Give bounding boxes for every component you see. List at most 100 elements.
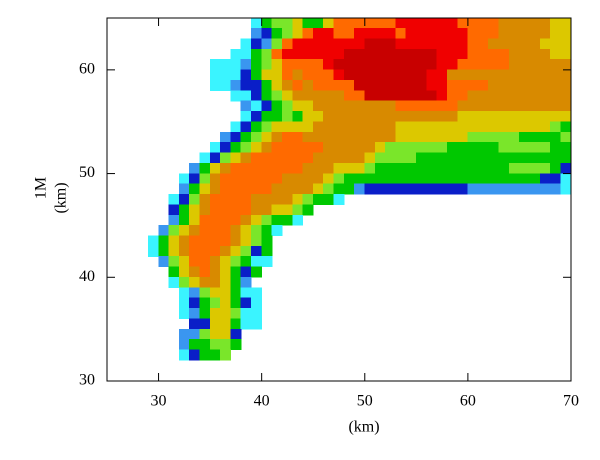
heat-cell [385,17,397,29]
heat-cell [374,142,386,154]
heatmap-cells [147,17,572,361]
y-axis-title: (km) [53,182,70,213]
heat-cell [385,100,397,112]
heat-cell [416,183,427,195]
heat-cell [230,287,242,299]
heat-cell [292,28,304,40]
heat-cell [240,276,252,288]
heat-cell [302,79,314,91]
heat-cell [189,339,201,351]
heat-cell [271,90,283,102]
heat-cell [560,162,572,174]
heat-cell [240,90,252,102]
heat-cell [508,90,520,102]
heat-cell [189,173,201,185]
heat-cell [446,173,458,185]
heat-cell [354,142,366,154]
heat-cell [426,111,438,123]
heat-cell [446,79,458,91]
heat-cell [529,69,541,81]
heat-cell [467,162,479,174]
heat-cell [395,173,407,185]
heat-cell [323,59,335,71]
heat-cell [385,69,397,81]
heat-cell [209,256,221,268]
heat-cell [230,183,242,195]
heat-cell [230,256,242,268]
heat-cell [240,266,252,278]
heat-cell [477,48,489,60]
heat-cell [508,48,520,60]
heat-cell [271,225,283,237]
heat-cell [550,142,561,154]
heat-cell [220,131,232,143]
heat-cell [457,183,469,195]
heat-cell [312,48,324,60]
heat-cell [436,79,448,91]
heat-cell [529,142,541,154]
heat-cell [364,173,376,185]
heat-cell [488,131,500,143]
heat-cell [446,38,458,50]
heat-cell [488,59,500,71]
heat-cell [508,69,520,81]
y-tick-label: 30 [79,372,95,389]
heat-cell [457,17,469,29]
x-tick-label: 50 [357,393,373,410]
heat-cell [209,69,221,81]
heat-cell [467,28,479,40]
heat-cell [436,69,448,81]
heat-cell [271,121,283,133]
heat-cell [529,111,541,123]
heat-cell [343,131,355,143]
heat-cell [251,48,262,60]
heat-cell [560,100,572,112]
heat-cell [189,194,201,205]
heat-cell [158,225,170,237]
heat-cell [178,256,190,268]
heat-cell [405,79,417,91]
heat-cell [467,173,479,185]
heat-cell [498,131,510,143]
heat-cell [550,111,561,123]
heat-cell [457,28,469,40]
heat-cell [550,173,561,185]
heat-cell [240,194,252,205]
heat-cell [292,183,304,195]
heat-cell [550,59,561,71]
heat-cell [405,131,417,143]
heat-cell [467,59,479,71]
heat-cell [467,152,479,164]
heat-cell [385,28,397,40]
heat-cell [467,142,479,154]
heat-cell [251,59,262,71]
heat-cell [354,17,366,29]
heat-cell [405,183,417,195]
heat-cell [209,276,221,288]
heat-cell [395,48,407,60]
heat-cell [220,245,232,257]
heat-cell [385,183,397,195]
heat-cell [230,152,242,164]
heat-cell [498,28,510,40]
heat-cell [405,69,417,81]
heat-cell [168,214,180,226]
heat-cell [178,328,190,340]
heat-cell [560,69,572,81]
heat-cell [333,152,345,164]
heat-cell [446,100,458,112]
heat-cell [312,142,324,154]
heat-cell [539,162,551,174]
heat-cell [467,90,479,102]
heat-cell [519,38,531,50]
heat-cell [488,111,500,123]
heat-cell [281,38,293,50]
heat-cell [240,79,252,91]
heat-cell [508,142,520,154]
heat-cell [519,111,531,123]
heat-cell [446,28,458,40]
heat-cell [261,69,273,81]
heat-cell [230,308,242,320]
heat-cell [550,183,561,195]
heat-cell [333,183,345,195]
